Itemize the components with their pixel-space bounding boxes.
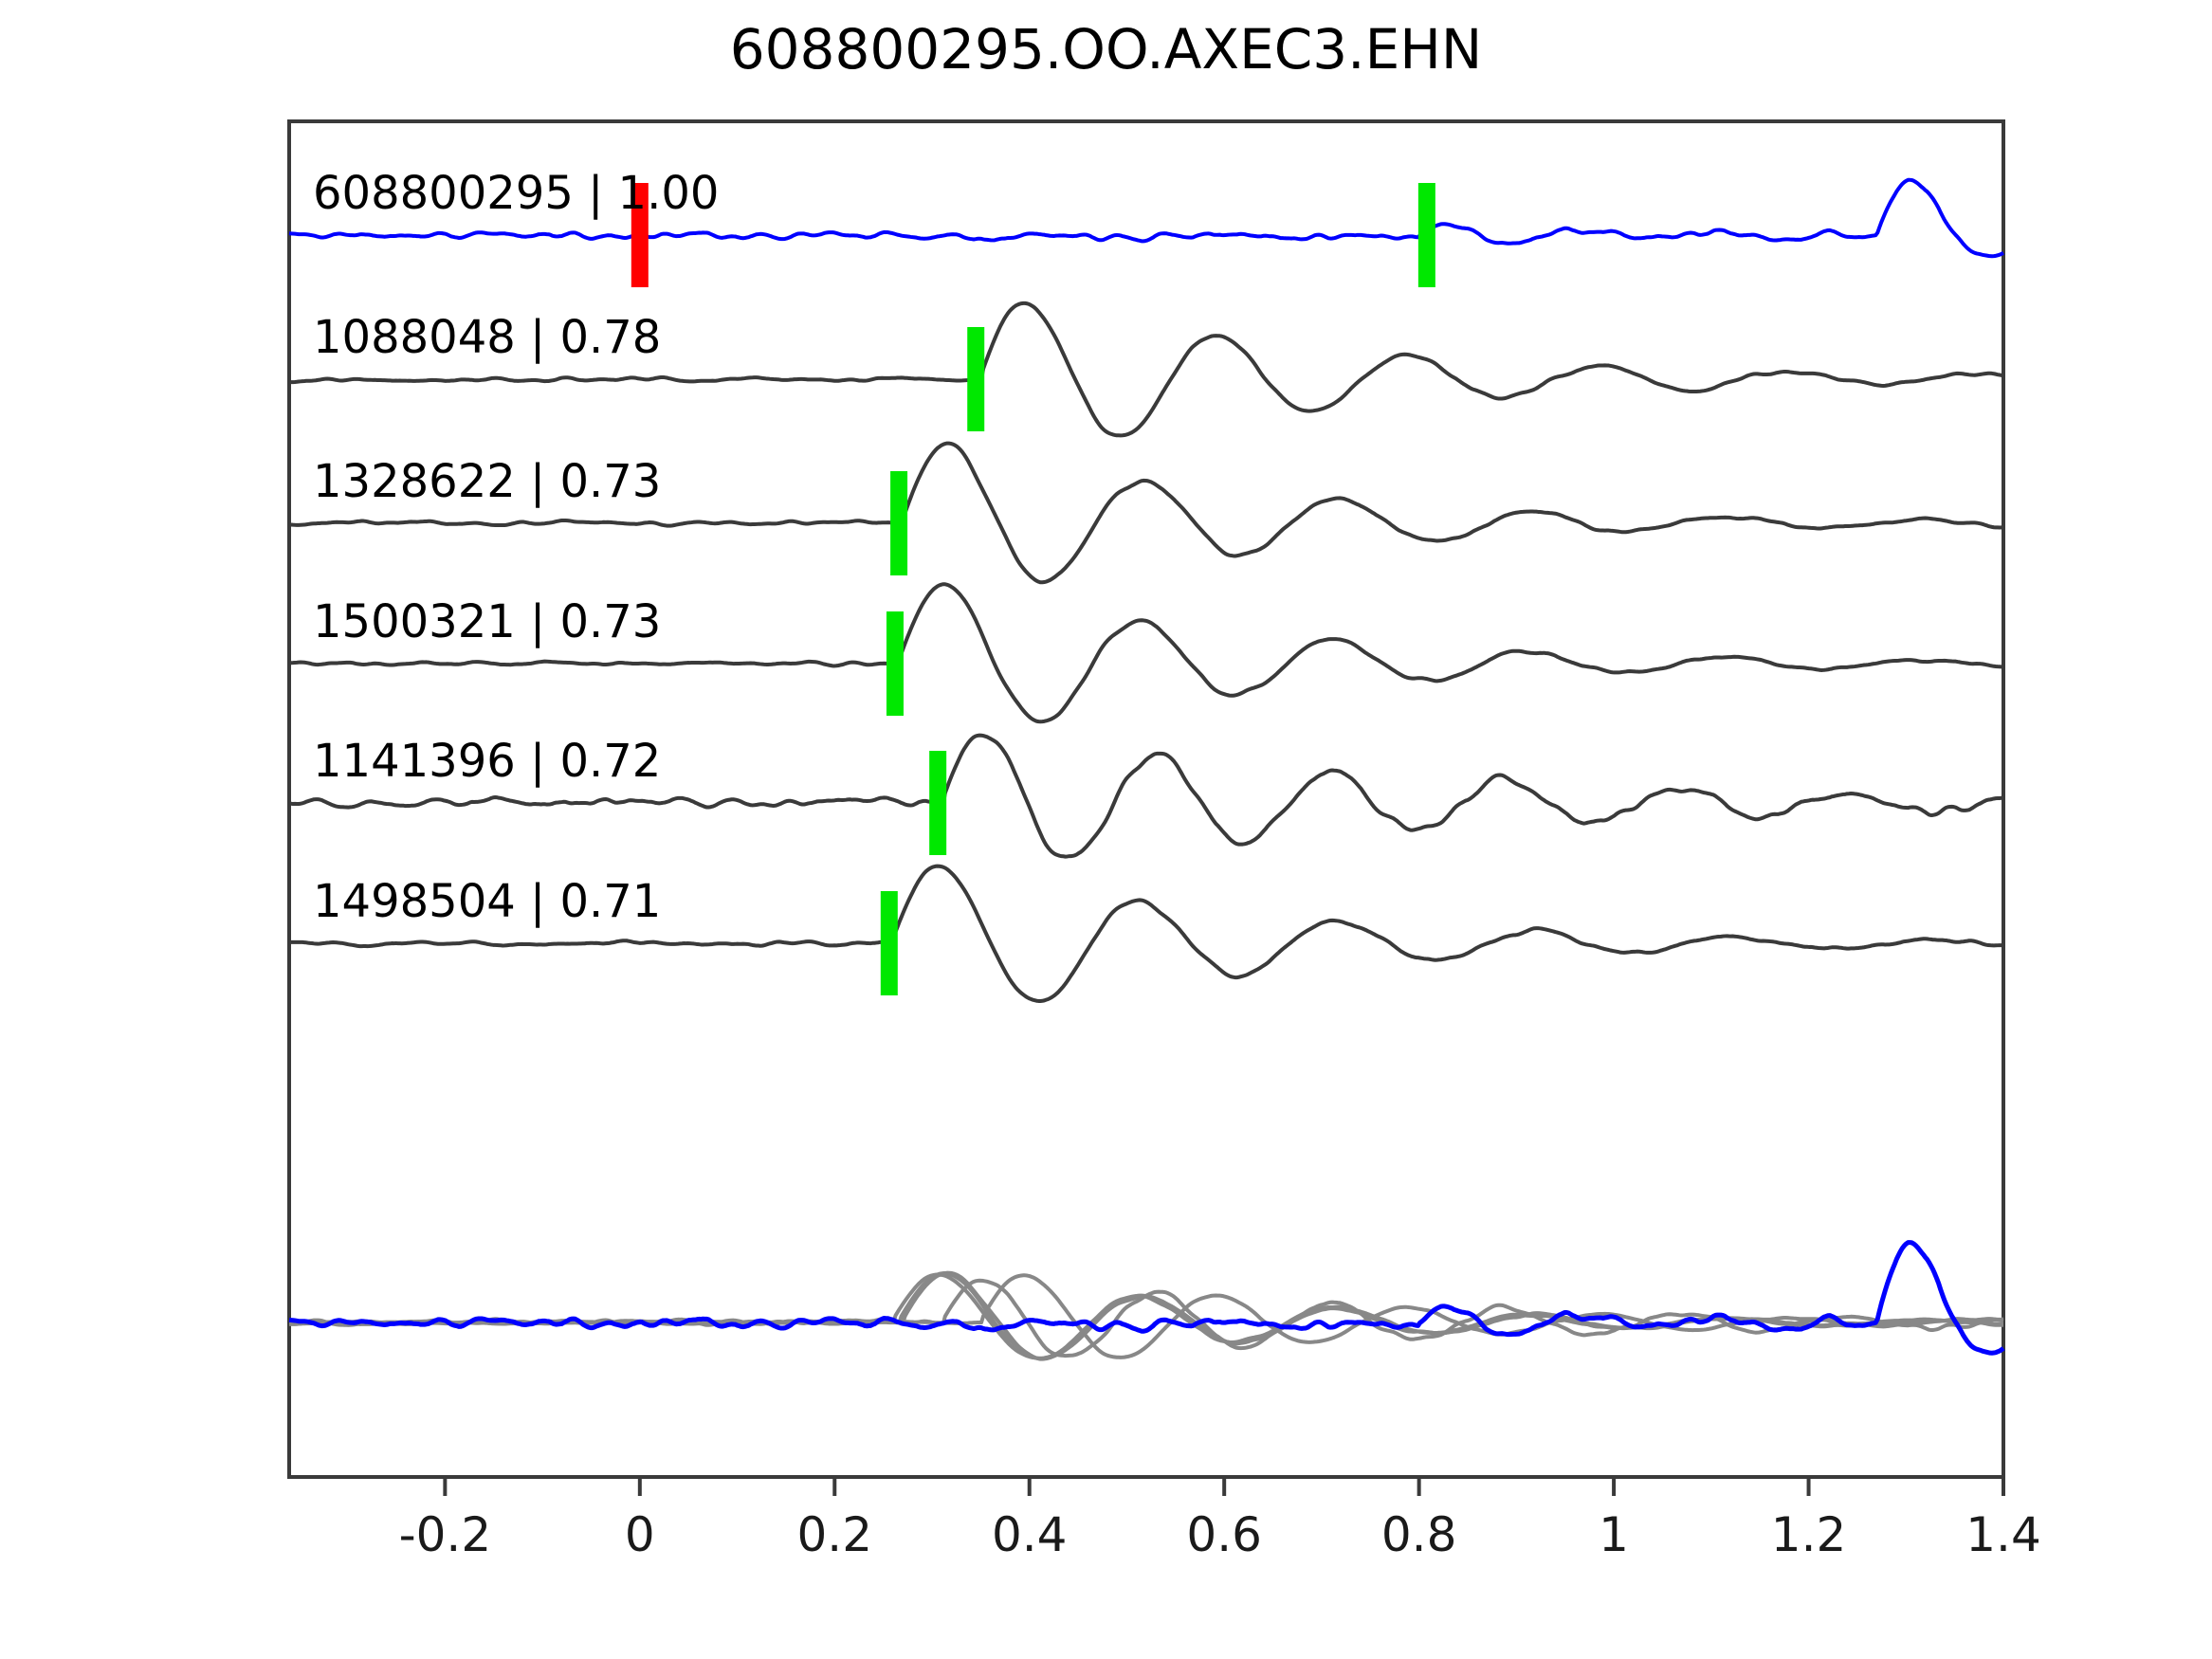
trace-label-1088048: 1088048 | 0.78 — [313, 311, 662, 364]
x-tick-label-0: -0.2 — [398, 1507, 492, 1562]
waveform-trace-1328622 — [288, 441, 2004, 585]
x-axis-ticks — [443, 1477, 2005, 1496]
trace-label-1498504: 1498504 | 0.71 — [313, 875, 662, 928]
waveform-trace-1141396 — [288, 733, 2004, 859]
x-tick-label-7: 1.2 — [1770, 1507, 1847, 1562]
page-title: 608800295.OO.AXEC3.EHN — [729, 17, 1483, 82]
waveform-trace-1500321 — [288, 582, 2004, 724]
stack-trace-gray-1 — [289, 1273, 2004, 1359]
stack-trace-template — [288, 1240, 2005, 1356]
trace-label-608800295: 608800295 | 1.00 — [313, 167, 720, 220]
x-tick-label-5: 0.8 — [1380, 1507, 1457, 1562]
pick-marker-s-1498504[interactable] — [880, 891, 898, 995]
x-tick-label-3: 0.4 — [991, 1507, 1068, 1562]
x-tick-label-8: 1.4 — [1965, 1507, 2041, 1562]
x-tick-label-1: 0 — [624, 1507, 655, 1562]
pick-marker-s-1328622[interactable] — [890, 471, 908, 575]
stack-trace-gray-5 — [288, 1272, 2004, 1360]
pick-marker-s-608800295[interactable] — [1417, 183, 1435, 287]
trace-label-1328622: 1328622 | 0.73 — [313, 455, 662, 508]
x-tick-label-4: 0.6 — [1186, 1507, 1262, 1562]
waveform-trace-1088048 — [288, 301, 2004, 438]
x-tick-label-6: 1 — [1599, 1507, 1629, 1562]
pick-marker-s-1500321[interactable] — [886, 611, 904, 716]
waveform-traces — [288, 177, 2005, 1361]
pick-marker-s-1088048[interactable] — [967, 327, 985, 431]
waveform-trace-1498504 — [288, 864, 2004, 1003]
waveform-trace-608800295 — [288, 177, 2004, 259]
pick-marker-p-608800295[interactable] — [631, 183, 649, 287]
pick-marker-s-1141396[interactable] — [929, 751, 947, 855]
x-tick-label-2: 0.2 — [796, 1507, 873, 1562]
trace-label-1500321: 1500321 | 0.73 — [313, 595, 662, 648]
pick-markers — [631, 183, 1435, 995]
trace-label-1141396: 1141396 | 0.72 — [313, 735, 662, 788]
